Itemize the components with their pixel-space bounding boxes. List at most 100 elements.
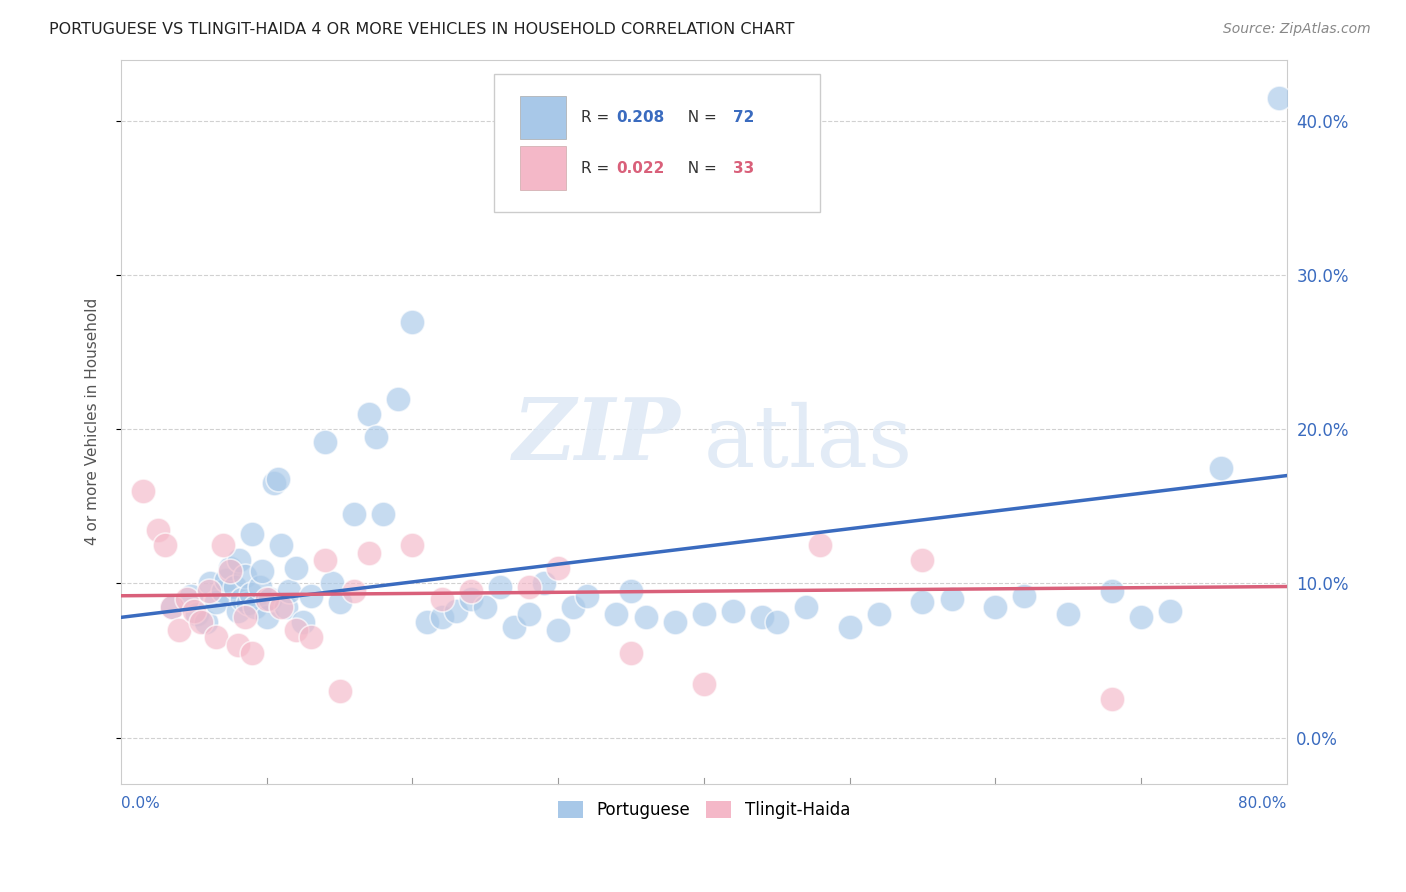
- Text: atlas: atlas: [704, 401, 912, 485]
- Text: PORTUGUESE VS TLINGIT-HAIDA 4 OR MORE VEHICLES IN HOUSEHOLD CORRELATION CHART: PORTUGUESE VS TLINGIT-HAIDA 4 OR MORE VE…: [49, 22, 794, 37]
- Point: [329, 595, 352, 609]
- Text: N =: N =: [678, 110, 721, 125]
- Point: [357, 407, 380, 421]
- Text: 0.208: 0.208: [616, 110, 665, 125]
- Point: [226, 638, 249, 652]
- Point: [343, 507, 366, 521]
- Point: [364, 430, 387, 444]
- Point: [299, 589, 322, 603]
- Point: [1014, 589, 1036, 603]
- Point: [1129, 610, 1152, 624]
- Point: [444, 604, 467, 618]
- Point: [329, 684, 352, 698]
- Point: [838, 619, 860, 633]
- Point: [277, 584, 299, 599]
- FancyBboxPatch shape: [520, 146, 567, 190]
- Point: [314, 553, 336, 567]
- Point: [183, 604, 205, 618]
- Point: [284, 561, 307, 575]
- Point: [721, 604, 744, 618]
- Point: [180, 589, 202, 603]
- Point: [263, 476, 285, 491]
- Point: [810, 538, 832, 552]
- Point: [243, 599, 266, 614]
- Point: [387, 392, 409, 406]
- Point: [299, 631, 322, 645]
- Point: [561, 599, 583, 614]
- Point: [430, 610, 453, 624]
- Point: [205, 631, 228, 645]
- Point: [160, 599, 183, 614]
- Point: [868, 607, 890, 622]
- Point: [1101, 692, 1123, 706]
- Point: [664, 615, 686, 629]
- Point: [198, 576, 221, 591]
- Point: [146, 523, 169, 537]
- Text: R =: R =: [582, 110, 614, 125]
- Point: [547, 561, 569, 575]
- Point: [240, 527, 263, 541]
- Point: [212, 538, 235, 552]
- Point: [212, 584, 235, 599]
- Point: [240, 646, 263, 660]
- Legend: Portuguese, Tlingit-Haida: Portuguese, Tlingit-Haida: [551, 795, 856, 826]
- Point: [186, 607, 208, 622]
- Text: 0.0%: 0.0%: [121, 796, 160, 811]
- Text: N =: N =: [678, 161, 721, 176]
- Point: [503, 619, 526, 633]
- Point: [226, 604, 249, 618]
- Point: [169, 623, 191, 637]
- Point: [219, 561, 242, 575]
- Point: [605, 607, 627, 622]
- Point: [1159, 604, 1181, 618]
- Point: [292, 615, 315, 629]
- Point: [489, 580, 512, 594]
- Point: [233, 568, 256, 582]
- Point: [620, 646, 643, 660]
- Point: [267, 472, 290, 486]
- Point: [576, 589, 599, 603]
- Text: 80.0%: 80.0%: [1239, 796, 1286, 811]
- Point: [215, 574, 238, 588]
- Point: [239, 587, 262, 601]
- Point: [517, 580, 540, 594]
- Point: [620, 584, 643, 599]
- Text: R =: R =: [582, 161, 614, 176]
- Point: [194, 615, 217, 629]
- Point: [343, 584, 366, 599]
- Point: [153, 538, 176, 552]
- Point: [321, 576, 343, 591]
- Point: [1209, 461, 1232, 475]
- Point: [416, 615, 439, 629]
- Point: [911, 553, 934, 567]
- Point: [197, 584, 219, 599]
- Point: [1101, 584, 1123, 599]
- Text: 33: 33: [733, 161, 754, 176]
- Point: [765, 615, 787, 629]
- Point: [373, 507, 395, 521]
- Point: [233, 610, 256, 624]
- Y-axis label: 4 or more Vehicles in Household: 4 or more Vehicles in Household: [86, 298, 100, 545]
- Point: [401, 314, 423, 328]
- Point: [634, 610, 657, 624]
- Point: [252, 564, 274, 578]
- Point: [160, 599, 183, 614]
- Point: [751, 610, 773, 624]
- Point: [270, 538, 292, 552]
- Point: [794, 599, 817, 614]
- Point: [284, 623, 307, 637]
- Point: [1268, 91, 1291, 105]
- Point: [547, 623, 569, 637]
- Text: ZIP: ZIP: [513, 394, 681, 478]
- Text: 0.022: 0.022: [616, 161, 665, 176]
- Point: [236, 597, 259, 611]
- Point: [1057, 607, 1080, 622]
- Point: [357, 546, 380, 560]
- Point: [401, 538, 423, 552]
- FancyBboxPatch shape: [520, 95, 567, 139]
- Point: [224, 580, 246, 594]
- Point: [228, 553, 250, 567]
- Point: [941, 591, 963, 606]
- Point: [231, 591, 253, 606]
- Point: [176, 591, 198, 606]
